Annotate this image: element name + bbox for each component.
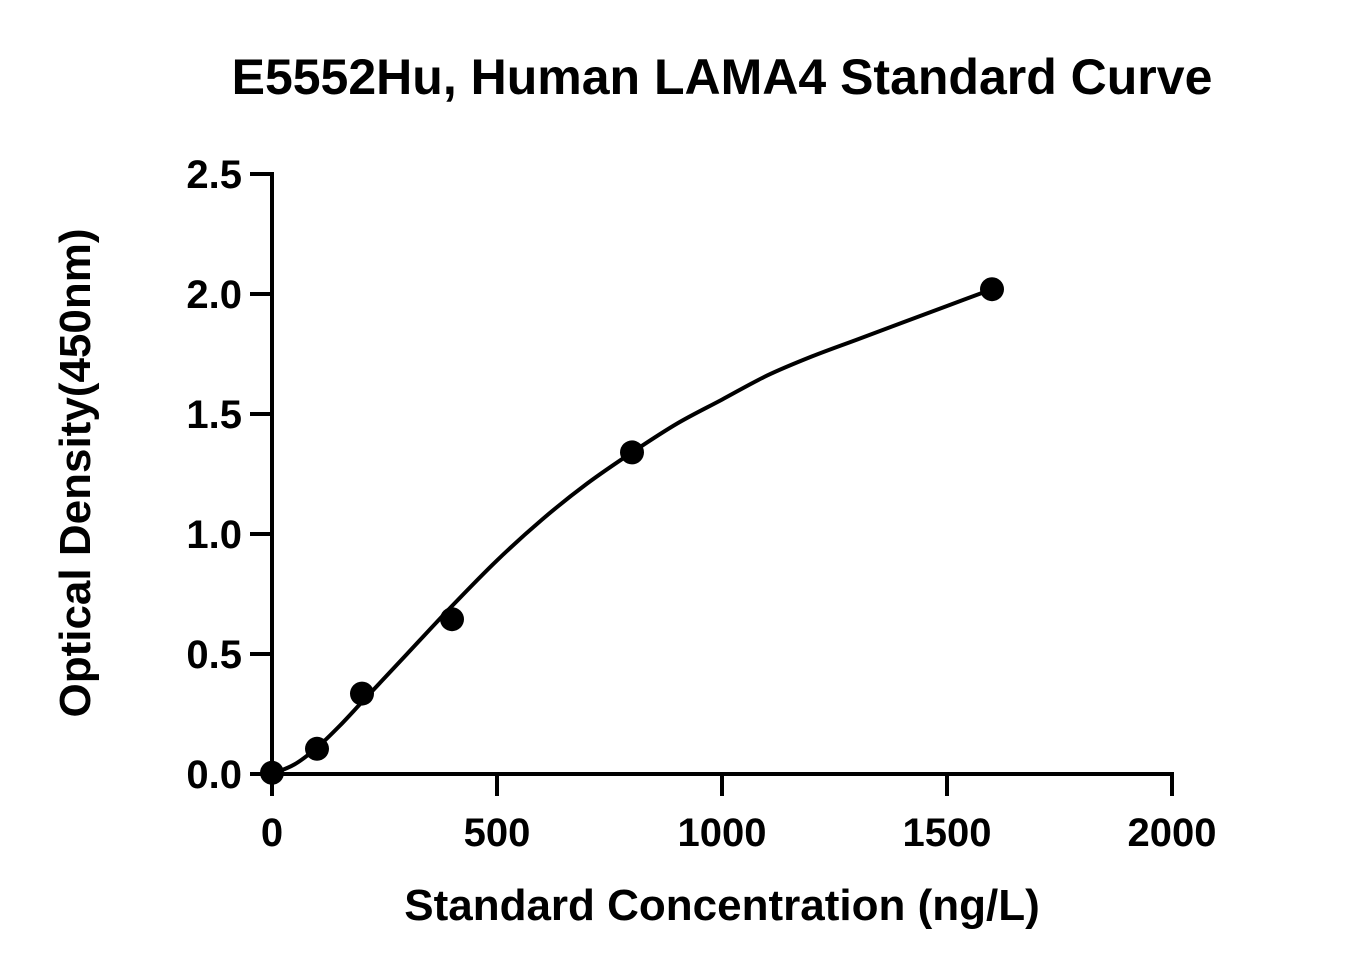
x-tick-label: 1000 bbox=[678, 811, 767, 855]
data-point bbox=[980, 277, 1004, 302]
x-axis-label: Standard Concentration (ng/L) bbox=[404, 881, 1040, 930]
x-tick-label: 1500 bbox=[903, 811, 992, 855]
fit-curve bbox=[271, 287, 993, 776]
y-tick-label: 1.0 bbox=[186, 513, 242, 557]
x-tick-label: 500 bbox=[464, 811, 531, 855]
y-tick-label: 0.0 bbox=[186, 753, 242, 797]
data-point bbox=[305, 736, 329, 761]
y-tick-label: 2.0 bbox=[186, 273, 242, 317]
y-axis-ticks: 0.0 0.5 1.0 1.5 2.0 2.5 bbox=[186, 153, 272, 797]
data-point bbox=[620, 440, 644, 465]
y-tick-label: 1.5 bbox=[186, 393, 242, 437]
data-point bbox=[350, 681, 374, 706]
y-tick-label: 2.5 bbox=[186, 153, 242, 197]
y-tick-label: 0.5 bbox=[186, 633, 242, 677]
x-axis-ticks: 0 500 1000 1500 2000 bbox=[261, 774, 1217, 855]
x-tick-label: 2000 bbox=[1128, 811, 1217, 855]
axes bbox=[270, 172, 1174, 776]
chart-title: E5552Hu, Human LAMA4 Standard Curve bbox=[232, 49, 1213, 105]
y-axis-label: Optical Density(450nm) bbox=[51, 228, 100, 717]
data-point bbox=[440, 607, 464, 632]
fit-curve-layer bbox=[271, 287, 993, 776]
data-points-layer bbox=[260, 277, 1004, 785]
x-tick-label: 0 bbox=[261, 811, 283, 855]
data-point bbox=[260, 760, 284, 785]
